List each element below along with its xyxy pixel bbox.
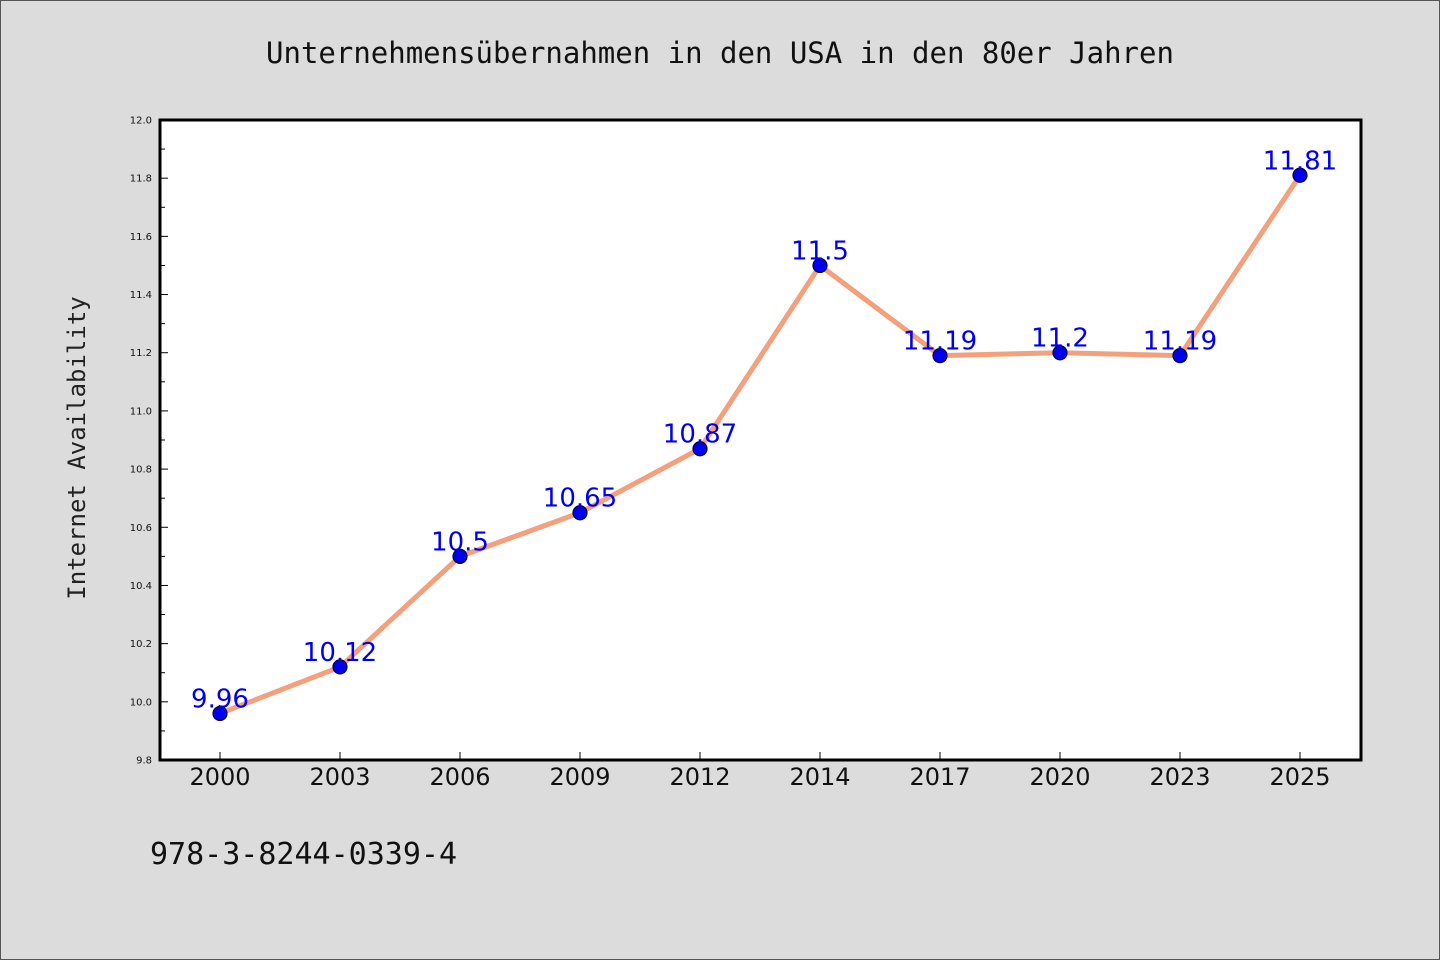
y-axis-ticks: 9.8 10.0 10.2 10.4 10.6 10.8 11.0 11.2 11.4 11.6 1… [130,116,168,767]
data-point-marker [452,548,468,564]
x-tick-label: 2025 [1269,763,1330,791]
series-markers [212,167,1308,722]
data-point-label: 11.19 [1143,327,1217,357]
data-point-label: 11.19 [903,327,977,357]
x-tick-label: 2014 [789,763,850,791]
y-axis-label: Internet Availability [63,296,91,599]
data-point-label: 10.65 [543,484,617,514]
data-point-label: 10.5 [431,527,489,557]
footnote-isbn: 978-3-8244-0339-4 [150,837,457,872]
x-tick-label: 2017 [909,763,970,791]
data-point-marker [692,441,708,457]
x-tick-label: 2020 [1029,763,1090,791]
data-point-marker [332,659,348,675]
data-point-label: 11.81 [1263,146,1337,176]
y-tick-label: 11.2 [130,348,152,359]
y-tick-label: 10.0 [130,697,152,708]
x-tick-label: 2012 [669,763,730,791]
y-tick-label: 10.2 [130,639,152,650]
chart-title: Unternehmensübernahmen in den USA in den… [266,36,1174,70]
data-point-marker [572,505,588,521]
plot-area [158,118,1363,762]
y-tick-label: 10.8 [130,465,152,476]
series-line [217,172,1303,716]
data-point-label: 11.5 [791,236,849,266]
x-tick-label: 2006 [429,763,490,791]
data-labels: 9.96 10.12 10.5 10.65 10.87 11.5 11.19 11.2 11.1… [191,146,1337,714]
data-point-marker [812,257,828,274]
data-point-label: 9.96 [191,684,249,714]
y-tick-label: 9.8 [136,756,152,767]
data-point-marker [1292,167,1308,183]
x-axis-ticks: 2000 2003 2006 2009 2012 2014 2017 2020 2023 2025 [189,752,1331,791]
y-tick-label: 11.8 [130,174,152,185]
data-point-label: 10.12 [303,638,377,668]
x-tick-label: 2000 [189,763,250,791]
data-point-marker [1052,345,1068,361]
data-point-marker [1172,348,1188,364]
data-point-label: 11.2 [1031,324,1089,354]
y-tick-label: 11.6 [130,232,152,243]
y-tick-label: 10.6 [130,523,152,534]
data-point-marker [212,705,228,722]
data-point-label: 10.87 [663,420,737,450]
y-tick-label: 11.0 [130,406,152,417]
y-tick-label: 11.4 [130,290,152,301]
y-tick-label: 10.4 [130,581,152,592]
x-tick-label: 2023 [1149,763,1210,791]
x-tick-label: 2003 [309,763,370,791]
x-tick-label: 2009 [549,763,610,791]
data-point-marker [932,348,948,364]
y-tick-label: 12.0 [130,116,152,127]
